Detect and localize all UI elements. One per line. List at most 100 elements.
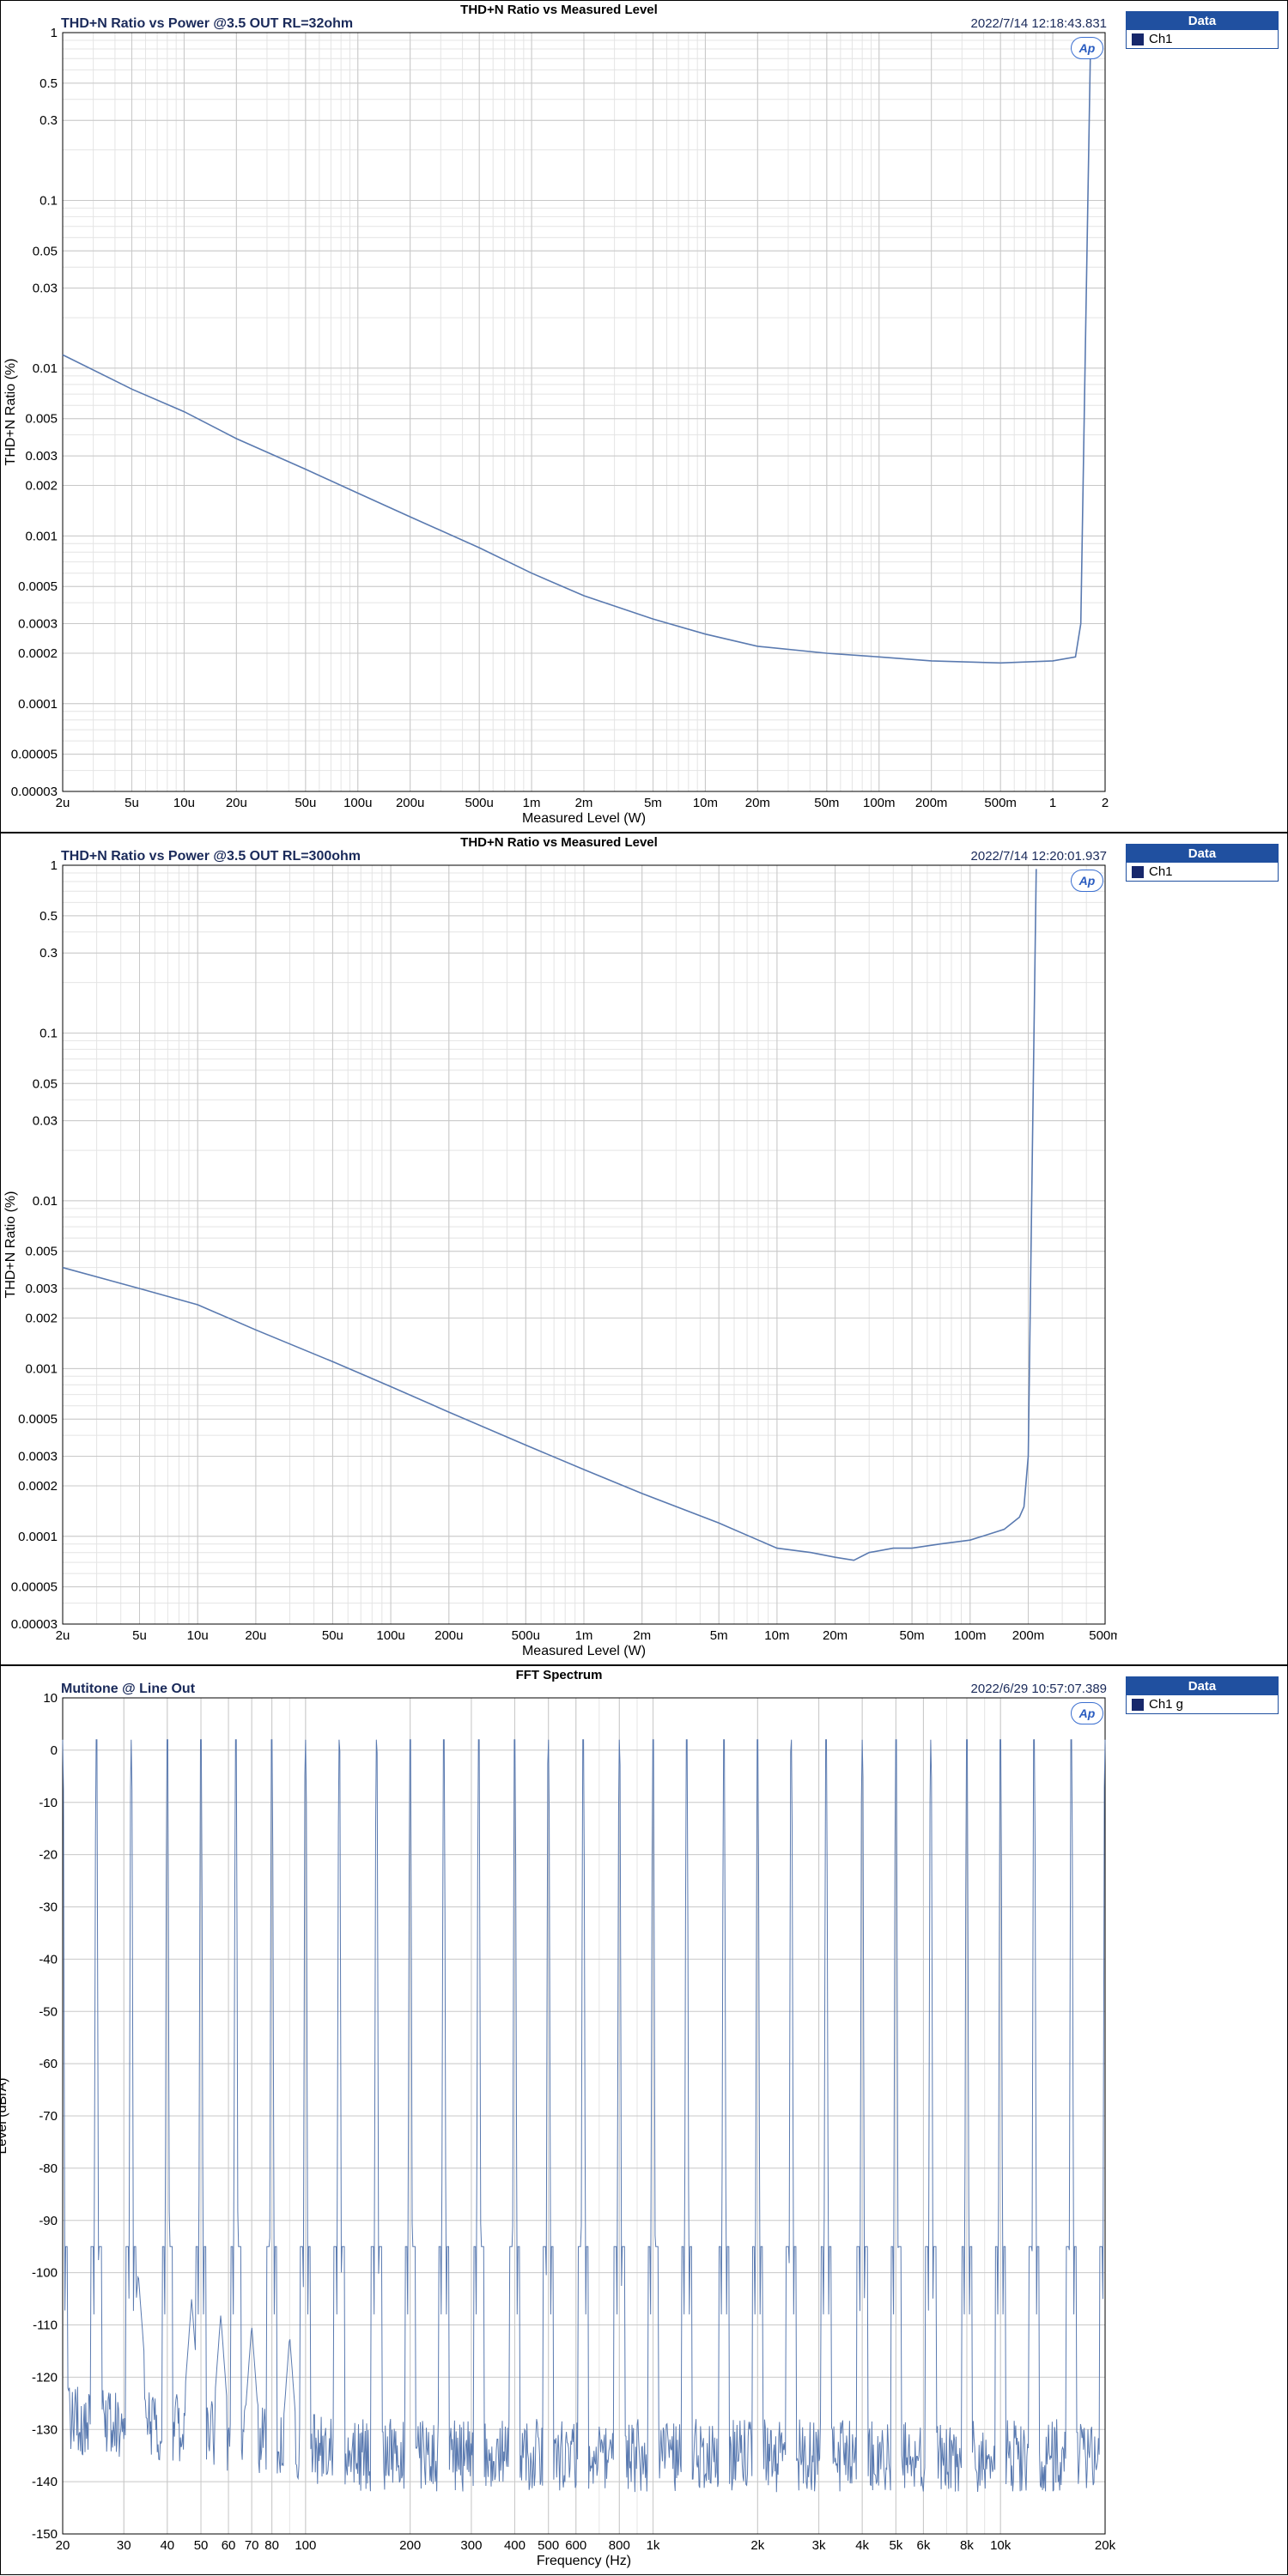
chart3-super-title: FFT Spectrum: [1, 1666, 1117, 1682]
svg-text:10m: 10m: [764, 1628, 789, 1643]
legend-item: Ch1 g: [1127, 1695, 1278, 1713]
svg-text:500u: 500u: [465, 796, 493, 810]
svg-text:600: 600: [565, 2538, 586, 2553]
svg-text:-30: -30: [39, 1900, 58, 1915]
svg-text:0.00003: 0.00003: [11, 785, 58, 799]
svg-text:Frequency (Hz): Frequency (Hz): [537, 2554, 631, 2568]
svg-text:20m: 20m: [823, 1628, 848, 1643]
svg-text:10u: 10u: [173, 796, 195, 810]
svg-text:60: 60: [222, 2538, 236, 2553]
svg-text:5u: 5u: [125, 796, 139, 810]
chart3-box: FFT SpectrumMutitone @ Line Out2022/6/29…: [1, 1666, 1117, 2576]
svg-text:0.00005: 0.00005: [11, 748, 58, 762]
chart1-legend-col: Data Ch1: [1117, 1, 1287, 832]
svg-text:50m: 50m: [900, 1628, 925, 1643]
svg-text:THD+N Ratio (%): THD+N Ratio (%): [3, 359, 18, 466]
svg-text:2m: 2m: [633, 1628, 651, 1643]
svg-text:1: 1: [1049, 796, 1056, 810]
legend-item: Ch1: [1127, 863, 1278, 881]
svg-text:1m: 1m: [575, 1628, 593, 1643]
svg-text:0.003: 0.003: [25, 1282, 58, 1296]
legend-box: DataCh1: [1126, 844, 1279, 882]
legend-header: Data: [1127, 1677, 1278, 1695]
svg-text:5m: 5m: [710, 1628, 728, 1643]
ap-badge: Ap: [1071, 870, 1103, 892]
svg-text:-100: -100: [32, 2266, 58, 2281]
svg-text:-50: -50: [39, 2004, 58, 2019]
svg-text:5u: 5u: [132, 1628, 147, 1643]
chart1-timestamp: 2022/7/14 12:18:43.831: [971, 16, 1107, 31]
svg-text:20u: 20u: [245, 1628, 266, 1643]
svg-text:10: 10: [43, 1691, 58, 1706]
svg-text:100u: 100u: [343, 796, 372, 810]
svg-text:3k: 3k: [812, 2538, 826, 2553]
svg-text:0.005: 0.005: [25, 412, 58, 427]
legend-item: Ch1: [1127, 30, 1278, 48]
svg-text:2u: 2u: [56, 1628, 70, 1643]
svg-text:-10: -10: [39, 1796, 58, 1810]
legend-label: Ch1 g: [1149, 1697, 1183, 1712]
legend-label: Ch1: [1149, 32, 1173, 46]
svg-text:0.0003: 0.0003: [18, 617, 58, 632]
svg-text:0.0002: 0.0002: [18, 646, 58, 661]
svg-text:5m: 5m: [644, 796, 662, 810]
svg-text:-60: -60: [39, 2057, 58, 2071]
chart1-title: THD+N Ratio vs Power @3.5 OUT RL=32ohm: [61, 16, 353, 32]
svg-text:0.0001: 0.0001: [18, 697, 58, 712]
ap-badge: Ap: [1071, 37, 1103, 59]
legend-header: Data: [1127, 12, 1278, 30]
svg-text:0.3: 0.3: [39, 113, 58, 128]
svg-text:2u: 2u: [56, 796, 70, 810]
chart3-title: Mutitone @ Line Out: [61, 1682, 195, 1697]
svg-text:1m: 1m: [523, 796, 541, 810]
svg-text:20: 20: [56, 2538, 70, 2553]
svg-text:-90: -90: [39, 2214, 58, 2228]
chart1-row: THD+N Ratio vs Measured LevelTHD+N Ratio…: [0, 0, 1288, 833]
svg-text:50u: 50u: [322, 1628, 343, 1643]
svg-text:-140: -140: [32, 2475, 58, 2489]
svg-text:Measured Level (W): Measured Level (W): [522, 1644, 646, 1658]
svg-text:20m: 20m: [745, 796, 770, 810]
svg-text:10u: 10u: [187, 1628, 209, 1643]
chart1-svg: 2u5u10u20u50u100u200u500u1m2m5m10m20m50m…: [1, 17, 1117, 831]
svg-text:10k: 10k: [990, 2538, 1012, 2553]
svg-text:40: 40: [160, 2538, 174, 2553]
svg-text:6k: 6k: [916, 2538, 930, 2553]
svg-text:-120: -120: [32, 2370, 58, 2385]
svg-text:-80: -80: [39, 2161, 58, 2176]
legend-swatch: [1132, 866, 1144, 878]
svg-text:-130: -130: [32, 2422, 58, 2437]
svg-text:500u: 500u: [512, 1628, 540, 1643]
svg-text:400: 400: [504, 2538, 526, 2553]
svg-text:0.5: 0.5: [39, 76, 58, 91]
svg-text:0.05: 0.05: [33, 1076, 58, 1091]
svg-text:20u: 20u: [226, 796, 247, 810]
svg-text:0.0005: 0.0005: [18, 1412, 58, 1427]
svg-text:-70: -70: [39, 2109, 58, 2124]
legend-header: Data: [1127, 845, 1278, 863]
svg-text:Measured Level (W): Measured Level (W): [522, 811, 646, 826]
chart2-timestamp: 2022/7/14 12:20:01.937: [971, 849, 1107, 864]
svg-text:2k: 2k: [750, 2538, 764, 2553]
svg-text:100m: 100m: [954, 1628, 987, 1643]
svg-text:0: 0: [51, 1743, 58, 1758]
svg-text:0.001: 0.001: [25, 1361, 58, 1376]
svg-text:0.03: 0.03: [33, 282, 58, 296]
svg-text:0.05: 0.05: [33, 244, 58, 258]
svg-text:-110: -110: [33, 2318, 58, 2333]
svg-text:50: 50: [194, 2538, 209, 2553]
svg-text:0.002: 0.002: [25, 1312, 58, 1326]
svg-text:0.03: 0.03: [33, 1114, 58, 1129]
legend-box: Data Ch1: [1126, 11, 1279, 49]
chart2-title: THD+N Ratio vs Power @3.5 OUT RL=300ohm: [61, 849, 361, 864]
svg-text:200u: 200u: [434, 1628, 463, 1643]
svg-text:0.1: 0.1: [39, 1026, 58, 1040]
svg-text:1: 1: [51, 26, 58, 40]
svg-text:80: 80: [264, 2538, 279, 2553]
chart3-legend-col: Data Ch1 g: [1117, 1666, 1287, 2574]
svg-text:100: 100: [295, 2538, 316, 2553]
svg-text:200: 200: [399, 2538, 421, 2553]
svg-text:THD+N Ratio (%): THD+N Ratio (%): [3, 1191, 18, 1299]
svg-text:-20: -20: [39, 1848, 58, 1863]
svg-text:200m: 200m: [1012, 1628, 1045, 1643]
